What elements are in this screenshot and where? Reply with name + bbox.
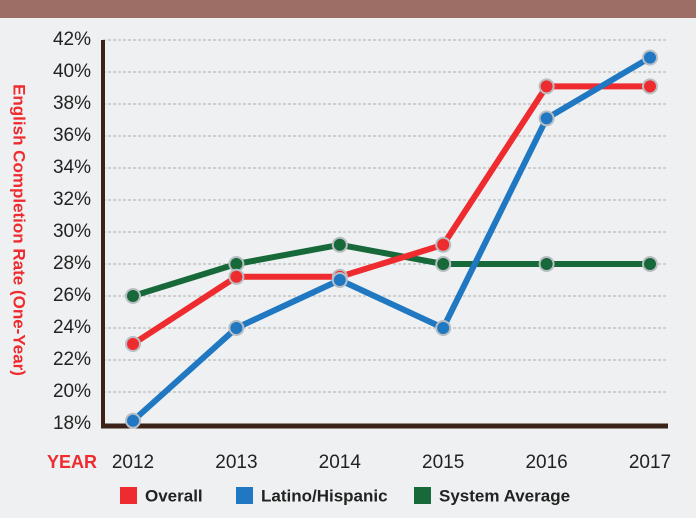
y-tick-label: 42% (53, 29, 91, 50)
data-point (538, 78, 555, 95)
data-point (228, 268, 245, 285)
series-line (130, 55, 652, 424)
y-tick-label: 28% (53, 253, 91, 274)
x-tick-label: 2013 (215, 452, 257, 473)
y-tick-label: 20% (53, 381, 91, 402)
y-tick-label: 22% (53, 349, 91, 370)
header-bar (0, 0, 696, 18)
y-axis-label: English Completion Rate (One-Year) (10, 84, 29, 376)
y-tick-label: 34% (53, 157, 91, 178)
x-tick-label: 2014 (319, 452, 362, 473)
legend-swatch (120, 487, 137, 504)
x-tick-label: 2016 (525, 452, 567, 473)
data-point (125, 336, 141, 352)
x-tick-label: 2017 (629, 452, 671, 473)
data-point (642, 49, 658, 66)
y-tick-label: 40% (53, 61, 91, 82)
data-point (125, 288, 141, 304)
data-point (435, 256, 452, 272)
series-line (132, 241, 650, 299)
data-point (125, 412, 141, 429)
data-point (538, 256, 555, 272)
x-axis-label: YEAR (47, 452, 97, 472)
x-tick-label: 2012 (112, 452, 154, 473)
data-point (435, 236, 452, 253)
data-point (538, 110, 555, 127)
data-point (331, 236, 348, 253)
y-tick-label: 32% (53, 189, 91, 210)
y-tick-label: 36% (53, 125, 91, 146)
legend-swatch (414, 487, 431, 504)
y-tick-label: 26% (53, 285, 91, 306)
y-tick-label: 38% (53, 93, 91, 114)
data-point (228, 320, 245, 336)
y-tick-label: 18% (53, 413, 91, 434)
y-tick-label: 24% (53, 317, 91, 338)
legend-label: System Average (439, 486, 570, 505)
x-tick-label: 2015 (422, 452, 464, 473)
y-tick-label: 30% (53, 221, 91, 242)
series-line (131, 83, 650, 347)
data-point (331, 272, 348, 288)
data-point (642, 256, 658, 272)
legend-label: Overall (145, 486, 203, 505)
data-point (642, 78, 658, 95)
data-point (435, 320, 452, 336)
legend-label: Latino/Hispanic (261, 486, 388, 505)
legend-swatch (236, 487, 253, 504)
